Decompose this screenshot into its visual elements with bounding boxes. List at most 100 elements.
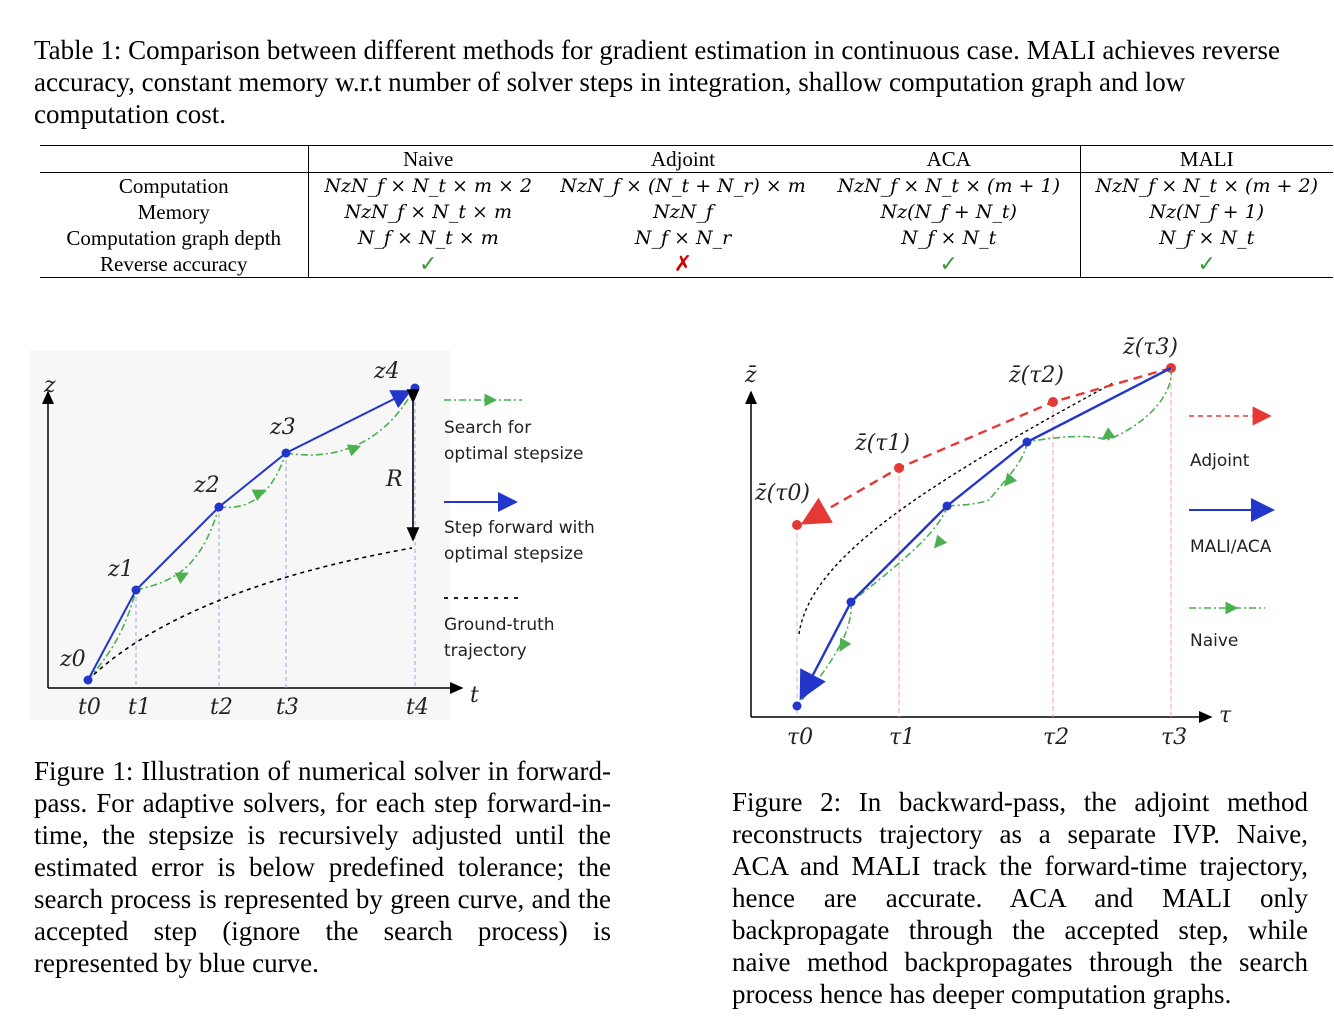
table-row: Reverse accuracy ✓ ✗ ✓ ✓ [40, 251, 1333, 278]
search-curve [285, 387, 416, 456]
solution-point [410, 383, 420, 393]
naive-arrow [1003, 472, 1018, 487]
table-cell: N_f × N_t [901, 227, 997, 249]
table-cell: N_f × N_t [1079, 225, 1333, 251]
legend-adjoint: Adjoint [1190, 451, 1250, 471]
error-r-label: R [385, 467, 403, 492]
legend-mali-aca: MALI/ACA [1190, 537, 1272, 557]
comparison-table: Naive Adjoint ACA MALI Computation NzN_f… [40, 145, 1333, 278]
ground-truth-curve [87, 547, 413, 681]
table-cell: ✓ [818, 251, 1080, 278]
row-label: Reverse accuracy [40, 251, 308, 278]
table-cell: NzN_f × N_t × m [307, 199, 548, 225]
tick-label: t0 [78, 695, 101, 720]
tick-label: τ1 [889, 725, 915, 750]
solution-point [214, 502, 224, 512]
search-arrow [346, 444, 361, 457]
check-icon: ✓ [939, 251, 958, 276]
figure-1-caption-label: Figure 1: [34, 756, 134, 786]
check-icon: ✓ [1197, 251, 1216, 276]
table-header-row: Naive Adjoint ACA MALI [40, 145, 1333, 173]
mali-point [1022, 437, 1032, 447]
search-curve [218, 452, 287, 509]
table-caption-text: Comparison between different methods for… [34, 35, 1280, 129]
point-label: z4 [373, 359, 400, 384]
figure-2-caption-label: Figure 2: [732, 787, 842, 817]
adjoint-point [894, 463, 904, 473]
point-label: z̄(τ0) [754, 481, 810, 506]
naive-curve [946, 441, 1028, 507]
figure-2-caption: Figure 2: In backward-pass, the adjoint … [732, 786, 1308, 1010]
figure-2-legend: Adjoint MALI/ACA Naive [1189, 406, 1275, 651]
adjoint-point [792, 520, 802, 530]
tick-label: τ3 [1161, 725, 1187, 750]
figure-2-caption-text: In backward-pass, the adjoint method rec… [732, 787, 1309, 1009]
check-icon: ✓ [419, 251, 438, 276]
search-arrow [174, 572, 189, 585]
table-corner [40, 145, 308, 173]
table-cell: N_f × N_t × m [307, 225, 548, 251]
table-cell: NzN_f × N_t × (m + 2) [1079, 172, 1333, 199]
table-cell: NzN_f [653, 201, 713, 223]
table-caption: Table 1: Comparison between different me… [34, 34, 1318, 130]
point-label: z3 [269, 415, 296, 440]
tick-label: t2 [210, 695, 233, 720]
y-axis-label: z̄ [744, 363, 757, 388]
search-arrow [251, 489, 266, 502]
column-header-adjoint: Adjoint [548, 145, 818, 173]
adjoint-trajectory [800, 366, 1172, 525]
point-label: z0 [59, 647, 86, 672]
row-label: Computation graph depth [66, 226, 282, 250]
figure-2-backward-pass-diagram: z̄ τ z̄(τ0) z̄(τ1) z̄(τ2) z̄(τ3) τ0 τ1 τ… [744, 335, 1275, 750]
mali-aca-trajectory [799, 366, 1172, 701]
figure-1-caption-text: Illustration of numerical solver in forw… [34, 756, 612, 978]
table-cell: NzN_f × (N_t + N_r) × m [560, 175, 806, 197]
figure-1-forward-pass-diagram: z t z0 z1 z2 z3 z4 t0 t1 t2 t3 t4 R Sear… [30, 350, 595, 720]
legend-gt-line1: Ground-truth [444, 615, 555, 635]
point-label: z1 [107, 557, 134, 582]
search-curve [87, 589, 137, 681]
mali-point [792, 701, 802, 711]
table-cell: N_f × N_r [634, 227, 732, 249]
tick-label: t1 [128, 695, 151, 720]
x-axis-label: t [470, 683, 479, 708]
ground-truth-curve [798, 381, 1116, 635]
column-header-mali: MALI [1079, 145, 1333, 173]
table-cell: ✓ [307, 251, 548, 278]
solution-point [281, 448, 291, 458]
legend-search-line1: Search for [444, 418, 531, 438]
mali-point [846, 597, 856, 607]
tick-label: τ0 [787, 725, 813, 750]
figure-1-caption: Figure 1: Illustration of numerical solv… [34, 755, 611, 979]
table-row: Computation NzN_f × N_t × m × 2 NzN_f × … [40, 172, 1333, 199]
legend-step-line1: Step forward with [444, 518, 595, 538]
column-header-naive: Naive [307, 145, 548, 173]
solution-point [131, 585, 141, 595]
legend-naive: Naive [1190, 631, 1238, 651]
table-cell: NzN_f × N_t × (m + 1) [837, 175, 1060, 197]
naive-arrow [933, 534, 948, 549]
naive-arrow [1101, 427, 1116, 440]
legend-step-line2: optimal stepsize [444, 544, 583, 564]
search-curve [135, 506, 220, 591]
row-label: Memory [137, 200, 210, 224]
naive-curve [850, 505, 948, 603]
figure-1-background [30, 350, 450, 720]
table-cell: NzN_f × N_t × m × 2 [307, 172, 548, 199]
column-header-aca: ACA [818, 145, 1080, 173]
point-label: z̄(τ3) [1122, 335, 1178, 360]
legend-search-line2: optimal stepsize [444, 444, 583, 464]
tick-label: τ2 [1043, 725, 1069, 750]
point-label: z̄(τ1) [854, 431, 910, 456]
cross-icon: ✗ [673, 251, 693, 276]
table-cell: Nz(N_f + N_t) [880, 201, 1017, 223]
tick-label: t3 [276, 695, 299, 720]
solution-point [83, 675, 93, 685]
table-cell: Nz(N_f + 1) [1079, 199, 1333, 225]
naive-arrow [839, 637, 852, 652]
point-label: z̄(τ2) [1008, 363, 1064, 388]
adjoint-point [1048, 397, 1058, 407]
tick-label: t4 [406, 695, 429, 720]
mali-point [942, 501, 952, 511]
table-row: Memory NzN_f × N_t × m NzN_f Nz(N_f + N_… [40, 199, 1333, 225]
